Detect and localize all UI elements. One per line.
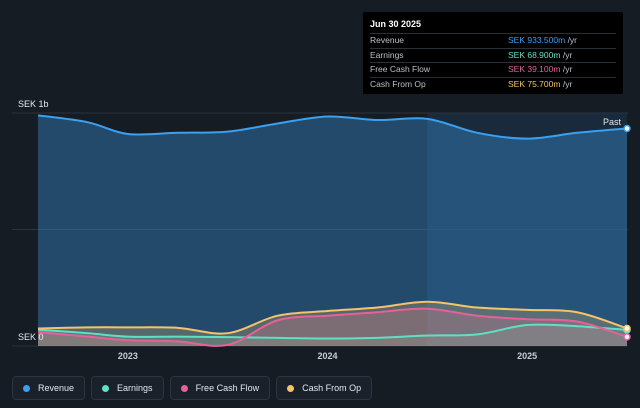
legend-label: Earnings — [117, 383, 153, 393]
tooltip-unit: /yr — [567, 35, 578, 45]
line-free-cash-flow — [37, 307, 628, 347]
x-tick-label: 2024 — [317, 351, 337, 361]
chart-area: SEK 1b SEK 0 Past 2023 2024 2025 — [12, 99, 631, 361]
tooltip-unit: /yr — [562, 78, 573, 89]
tooltip: Jun 30 2025 Revenue SEK 933.500m /yr Ear… — [363, 12, 623, 94]
tooltip-row-cash-from-op: Cash From Op SEK 75.700m /yr — [370, 78, 616, 92]
past-label: Past — [603, 117, 622, 127]
series-areas — [38, 115, 627, 346]
series-endpoints — [623, 124, 631, 341]
legend-item-revenue[interactable]: Revenue — [12, 376, 86, 400]
tooltip-value: SEK 75.700m — [508, 78, 561, 89]
legend-item-cash-from-op[interactable]: Cash From Op — [276, 376, 373, 400]
tooltip-value: SEK 39.100m — [508, 64, 561, 74]
tooltip-unit: /yr — [562, 49, 573, 60]
legend-item-free-cash-flow[interactable]: Free Cash Flow — [169, 376, 271, 400]
y-axis-top-label: SEK 1b — [18, 99, 49, 109]
area-earnings — [38, 324, 627, 346]
tooltip-row-earnings: Earnings SEK 68.900m /yr — [370, 49, 616, 63]
line-cash-from-op — [37, 300, 628, 335]
legend-dot-icon — [23, 384, 30, 392]
tooltip-title: Jun 30 2025 — [370, 18, 616, 34]
tooltip-label: Revenue — [370, 35, 405, 45]
legend-dot-icon — [102, 384, 110, 392]
legend-dot-icon — [180, 384, 188, 392]
tooltip-label: Cash From Op — [370, 78, 426, 89]
tooltip-value: SEK 933.500m — [508, 35, 566, 45]
y-axis-bottom-label: SEK 0 — [18, 332, 44, 342]
legend-label: Revenue — [38, 383, 75, 393]
tooltip-label: Free Cash Flow — [370, 64, 430, 74]
endpoint-free-cash-flow — [623, 333, 631, 341]
x-tick-label: 2023 — [118, 351, 138, 361]
series-lines — [37, 114, 628, 347]
recent-period-highlight — [427, 113, 627, 346]
legend-dot-icon — [287, 384, 295, 392]
legend: Revenue Earnings Free Cash Flow Cash Fro… — [12, 376, 373, 400]
tooltip-unit: /yr — [562, 64, 573, 74]
x-tick-label: 2025 — [517, 351, 537, 361]
legend-label: Free Cash Flow — [195, 383, 260, 393]
tooltip-row-free-cash-flow: Free Cash Flow SEK 39.100m /yr — [370, 63, 616, 78]
tooltip-label: Earnings — [370, 49, 404, 60]
area-revenue — [38, 115, 627, 346]
tooltip-value: SEK 68.900m — [508, 49, 561, 60]
legend-item-earnings[interactable]: Earnings — [91, 376, 164, 400]
endpoint-cash-from-op — [623, 324, 631, 333]
legend-label: Cash From Op — [302, 383, 362, 393]
line-revenue — [37, 114, 628, 140]
x-axis-ticks: 2023 2024 2025 — [118, 351, 537, 361]
line-earnings — [37, 323, 628, 340]
endpoint-revenue — [623, 124, 631, 133]
area-free-cash-flow — [38, 308, 627, 346]
tooltip-row-revenue: Revenue SEK 933.500m /yr — [370, 34, 616, 49]
